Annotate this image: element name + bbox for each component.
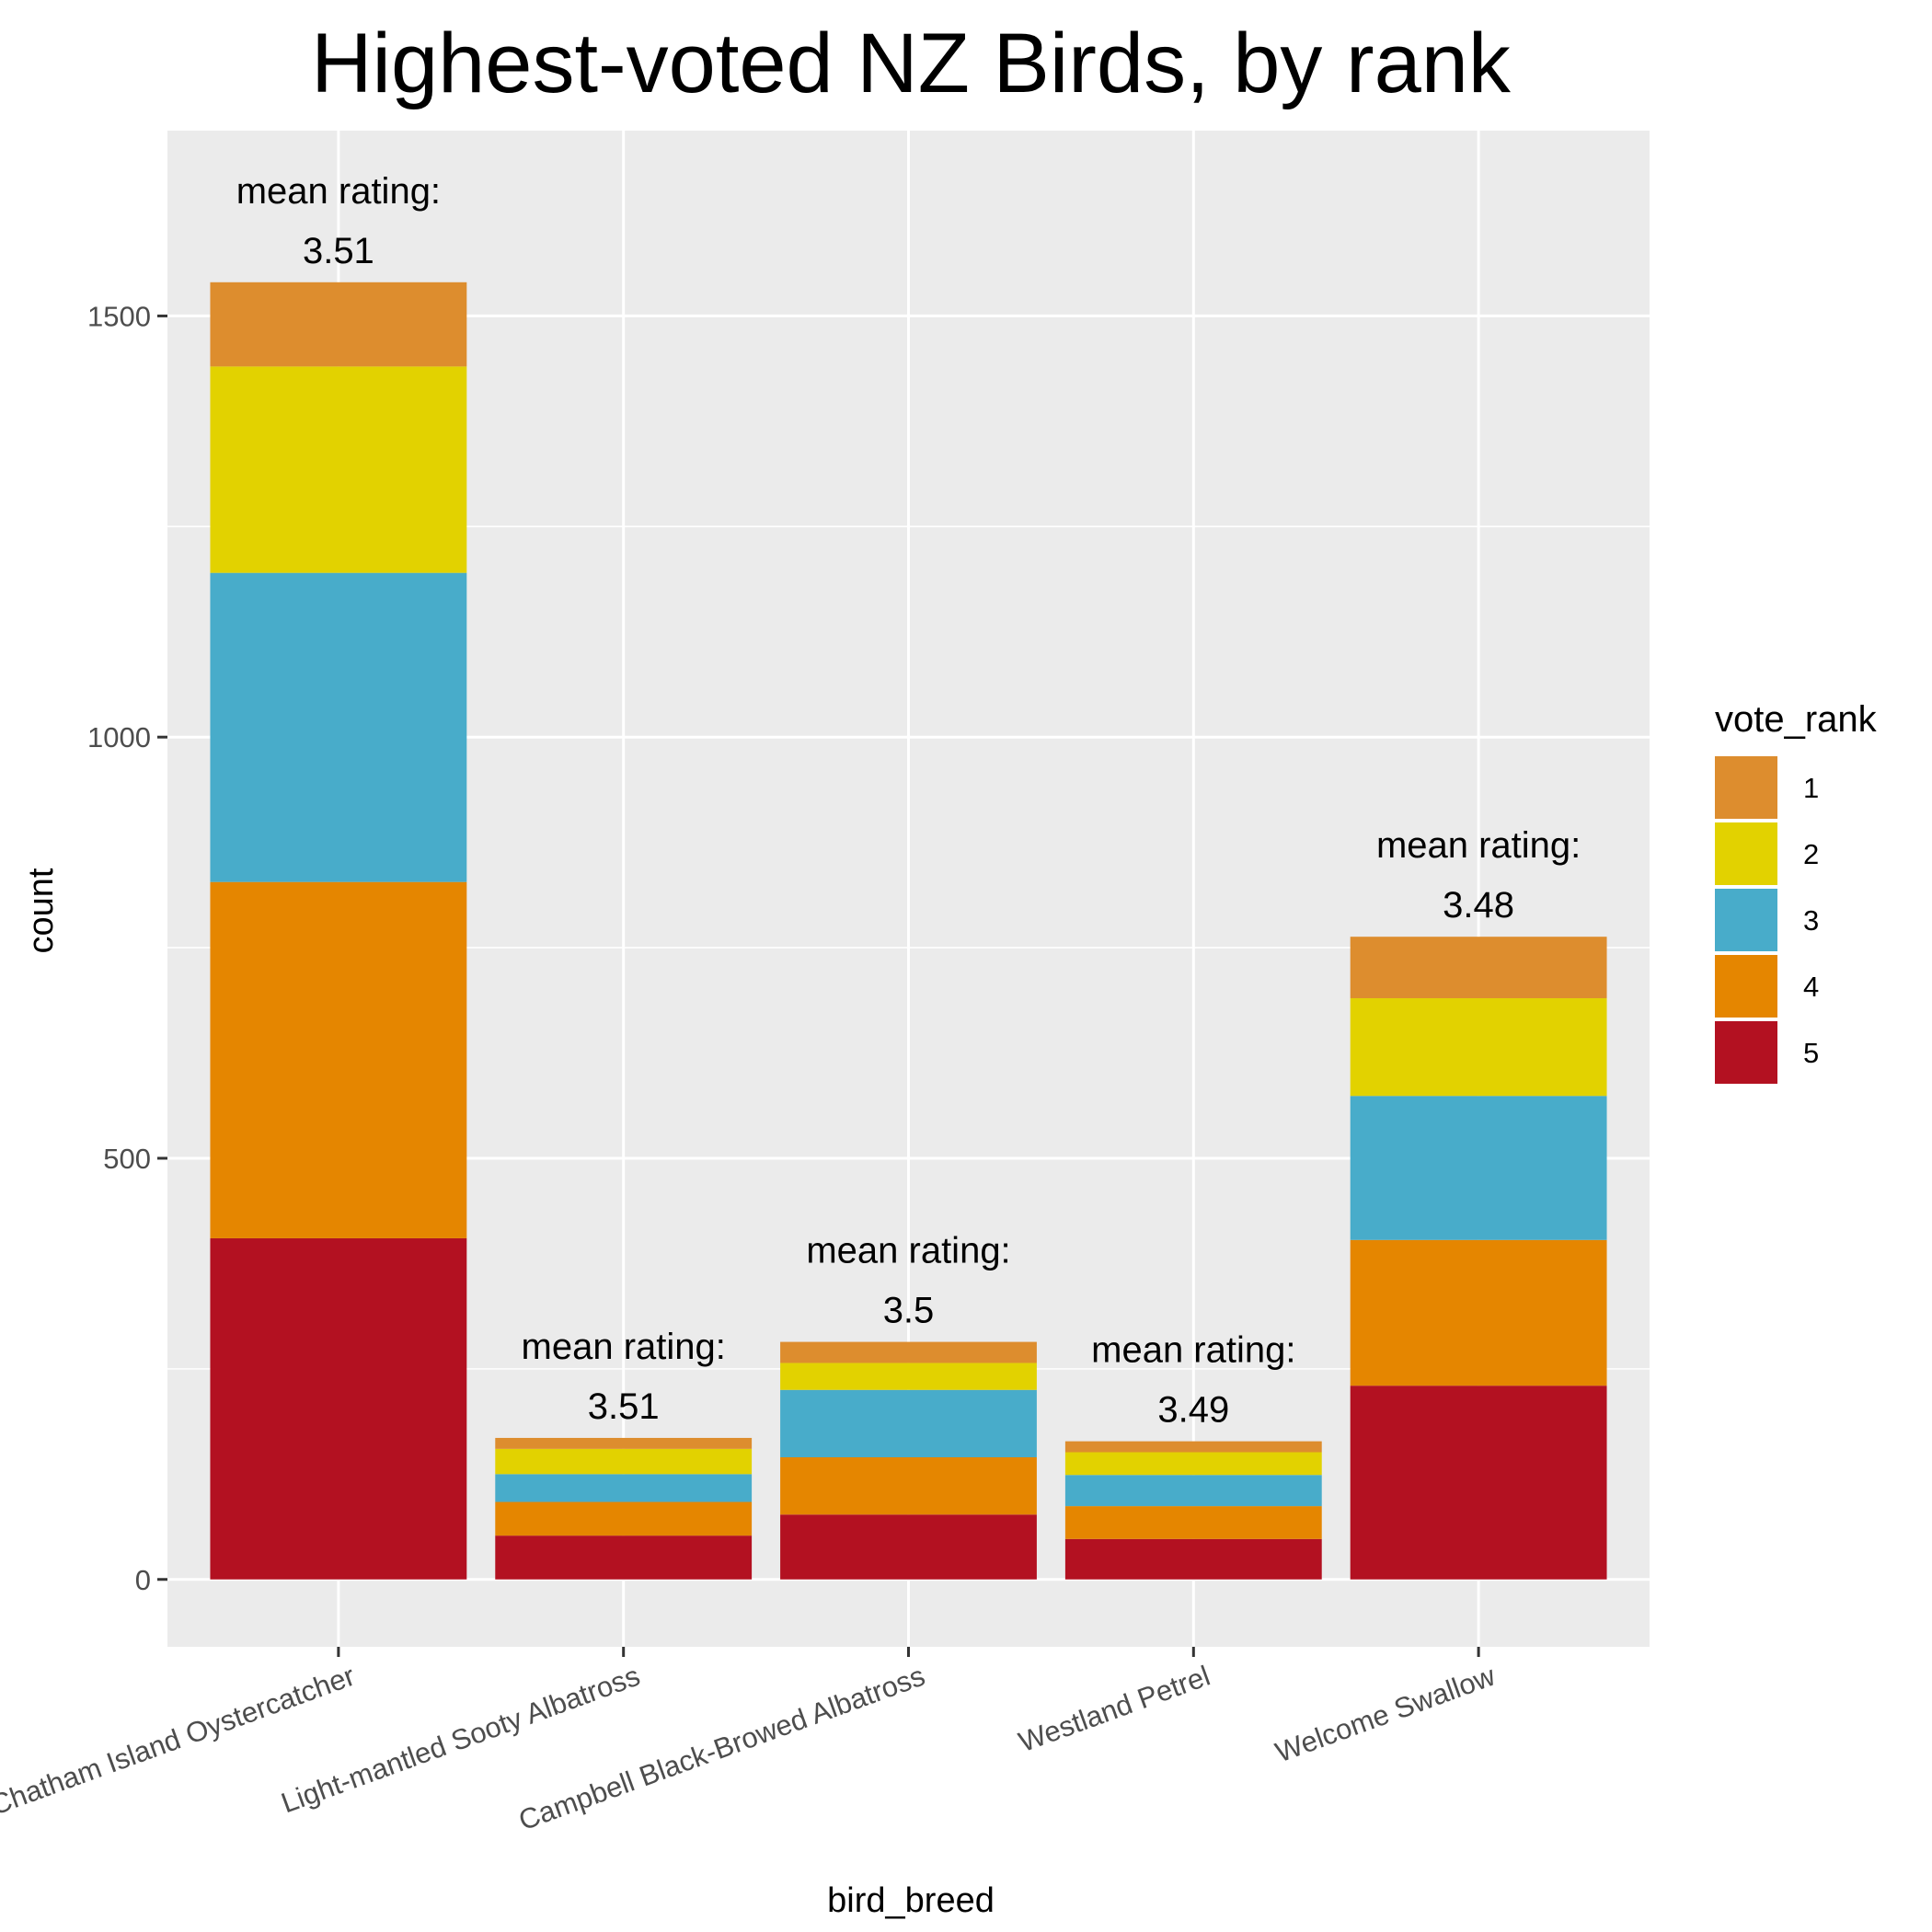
legend-key-rank-4 bbox=[1715, 955, 1777, 1018]
mean-rating-value: 3.51 bbox=[303, 231, 374, 271]
mean-rating-label: mean rating: bbox=[806, 1231, 1010, 1271]
x-axis-title: bird_breed bbox=[827, 1881, 995, 1920]
mean-rating-label: mean rating: bbox=[1091, 1330, 1295, 1371]
bar-segment-rank-3 bbox=[495, 1474, 753, 1502]
bar-segment-rank-5 bbox=[1064, 1538, 1322, 1580]
chart-title: Highest-voted NZ Birds, by rank bbox=[311, 17, 1512, 110]
bar-segment-rank-3 bbox=[210, 572, 467, 882]
legend-title: vote_rank bbox=[1715, 699, 1878, 740]
bar-stack bbox=[1350, 937, 1607, 1580]
mean-rating-value: 3.51 bbox=[588, 1386, 660, 1427]
mean-rating-label: mean rating: bbox=[236, 171, 441, 212]
mean-rating-label: mean rating: bbox=[1376, 825, 1581, 866]
legend-key-rank-2 bbox=[1715, 822, 1777, 885]
legend-label: 2 bbox=[1803, 838, 1819, 870]
bar-segment-rank-3 bbox=[780, 1389, 1037, 1457]
y-tick-label: 0 bbox=[135, 1564, 151, 1596]
bar-stack bbox=[495, 1437, 753, 1580]
bar-stack bbox=[1064, 1441, 1322, 1580]
legend-label: 1 bbox=[1803, 772, 1819, 804]
bar-segment-rank-2 bbox=[1064, 1452, 1322, 1476]
y-tick-label: 500 bbox=[103, 1143, 151, 1175]
bar-segment-rank-5 bbox=[495, 1535, 753, 1580]
legend-key-rank-1 bbox=[1715, 756, 1777, 819]
y-tick-label: 1500 bbox=[87, 300, 151, 332]
legend-key-rank-5 bbox=[1715, 1021, 1777, 1084]
bar-segment-rank-3 bbox=[1350, 1096, 1607, 1240]
bar-segment-rank-2 bbox=[780, 1363, 1037, 1390]
bar-segment-rank-1 bbox=[780, 1341, 1037, 1363]
mean-rating-annotations: mean rating: 3.51 mean rating: 3.51 mean rat… bbox=[236, 171, 1581, 1431]
bar-segment-rank-1 bbox=[495, 1437, 753, 1449]
y-axis: 0 500 1000 1500 bbox=[87, 300, 167, 1596]
y-axis-title: count bbox=[22, 868, 61, 953]
mean-rating-value: 3.48 bbox=[1443, 885, 1514, 926]
bar-segment-rank-1 bbox=[210, 282, 467, 367]
legend: vote_rank 1 2 3 4 5 bbox=[1715, 699, 1878, 1084]
bar-stack bbox=[780, 1341, 1037, 1580]
bar-segment-rank-5 bbox=[1350, 1386, 1607, 1580]
bar-segment-rank-4 bbox=[1064, 1506, 1322, 1539]
bar-segment-rank-4 bbox=[495, 1501, 753, 1536]
bar-segment-rank-4 bbox=[1350, 1239, 1607, 1386]
bar-segment-rank-5 bbox=[780, 1514, 1037, 1580]
mean-rating-label: mean rating: bbox=[522, 1327, 726, 1367]
bar-segment-rank-2 bbox=[210, 366, 467, 573]
mean-rating-value: 3.49 bbox=[1157, 1390, 1229, 1431]
bar-stack bbox=[210, 282, 467, 1580]
legend-label: 5 bbox=[1803, 1037, 1819, 1069]
bar-segment-rank-1 bbox=[1064, 1441, 1322, 1453]
legend-label: 3 bbox=[1803, 904, 1819, 937]
legend-label: 4 bbox=[1803, 971, 1819, 1003]
bar-segment-rank-4 bbox=[780, 1457, 1037, 1515]
bar-segment-rank-3 bbox=[1064, 1475, 1322, 1507]
mean-rating-value: 3.5 bbox=[883, 1291, 935, 1331]
bar-segment-rank-4 bbox=[210, 881, 467, 1238]
bar-segment-rank-5 bbox=[210, 1237, 467, 1580]
bar-segment-rank-2 bbox=[495, 1448, 753, 1475]
legend-key-rank-3 bbox=[1715, 889, 1777, 951]
bar-stacks bbox=[210, 282, 1607, 1580]
y-tick-label: 1000 bbox=[87, 721, 151, 753]
bar-segment-rank-1 bbox=[1350, 937, 1607, 999]
bar-segment-rank-2 bbox=[1350, 998, 1607, 1097]
